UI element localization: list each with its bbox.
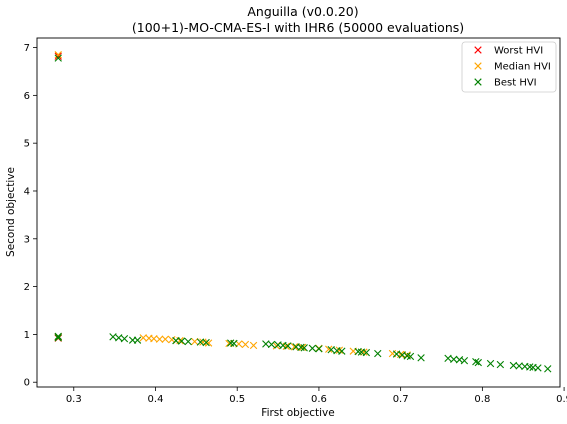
data-point bbox=[444, 354, 452, 363]
data-point bbox=[290, 343, 299, 351]
data-point bbox=[544, 365, 552, 373]
legend-label: Worst HVI bbox=[494, 46, 543, 57]
data-point bbox=[161, 335, 169, 343]
data-point bbox=[298, 343, 307, 352]
data-point bbox=[450, 355, 458, 363]
x-tick-label: 0.7 bbox=[393, 394, 409, 405]
legend-label: Median HVI bbox=[494, 62, 551, 73]
data-point bbox=[327, 346, 335, 354]
data-point bbox=[54, 54, 62, 62]
x-axis: 0.3 0.4 0.5 0.6 0.7 0.8 0.9 bbox=[66, 387, 567, 405]
legend-marker bbox=[474, 78, 482, 86]
legend: Worst HVI Median HVI Best HVI bbox=[461, 41, 557, 93]
data-point bbox=[184, 337, 192, 346]
y-axis: 0 1 2 3 4 5 6 7 bbox=[24, 43, 37, 389]
data-point bbox=[196, 338, 205, 346]
data-point bbox=[267, 340, 276, 349]
data-point bbox=[230, 339, 238, 348]
data-point bbox=[115, 334, 123, 342]
data-point bbox=[360, 348, 368, 356]
data-point bbox=[241, 340, 250, 349]
data-point bbox=[325, 345, 333, 353]
x-tick-label: 0.3 bbox=[66, 394, 82, 405]
y-tick-label: 5 bbox=[24, 139, 30, 150]
data-point bbox=[191, 337, 199, 346]
y-tick-label: 3 bbox=[24, 234, 30, 245]
data-point bbox=[315, 345, 323, 353]
data-point bbox=[474, 358, 482, 367]
data-point bbox=[54, 332, 62, 341]
x-tick-label: 0.9 bbox=[556, 394, 567, 405]
x-tick-label: 0.8 bbox=[474, 394, 490, 405]
data-point bbox=[133, 336, 142, 344]
legend-marker bbox=[474, 62, 482, 70]
data-point bbox=[509, 361, 518, 370]
data-point bbox=[362, 348, 371, 357]
data-point bbox=[338, 347, 346, 355]
chart-subtitle: (100+1)-MO-CMA-ES-I with IHR6 (50000 eva… bbox=[132, 20, 464, 35]
data-point bbox=[54, 51, 62, 59]
x-tick-label: 0.4 bbox=[148, 394, 164, 405]
x-axis-label: First objective bbox=[261, 407, 334, 419]
chart-title: Anguilla (v0.0.20) bbox=[247, 4, 358, 19]
data-point bbox=[515, 362, 523, 370]
data-point bbox=[109, 333, 117, 341]
y-tick-label: 4 bbox=[24, 186, 30, 197]
y-tick-label: 6 bbox=[24, 91, 30, 102]
data-point bbox=[204, 339, 213, 347]
data-point bbox=[177, 337, 186, 345]
legend-label: Best HVI bbox=[494, 78, 537, 89]
plot-area bbox=[54, 51, 552, 373]
series-2 bbox=[54, 54, 552, 373]
data-point bbox=[472, 357, 480, 366]
data-point bbox=[150, 335, 158, 343]
data-point bbox=[392, 350, 401, 358]
data-point bbox=[335, 346, 344, 354]
data-point bbox=[54, 52, 62, 60]
data-point bbox=[496, 360, 505, 369]
series-1 bbox=[54, 51, 411, 359]
data-point bbox=[262, 340, 270, 348]
data-point bbox=[308, 344, 317, 352]
data-point bbox=[120, 335, 129, 343]
x-tick-label: 0.6 bbox=[311, 394, 327, 405]
data-point bbox=[486, 359, 495, 368]
y-tick-label: 7 bbox=[24, 43, 30, 54]
data-point bbox=[374, 349, 382, 358]
data-point bbox=[534, 364, 542, 372]
legend-box bbox=[461, 41, 557, 93]
data-point bbox=[139, 334, 147, 342]
series-0 bbox=[54, 52, 62, 342]
y-axis-label: Second objective bbox=[5, 167, 17, 257]
data-point bbox=[54, 334, 62, 342]
y-tick-label: 1 bbox=[24, 330, 30, 341]
legend-marker bbox=[474, 46, 482, 54]
data-point bbox=[406, 352, 415, 361]
data-point bbox=[417, 354, 425, 362]
data-point bbox=[172, 336, 180, 345]
plot-frame bbox=[36, 37, 561, 388]
data-point bbox=[460, 357, 469, 365]
data-point bbox=[202, 338, 210, 347]
y-tick-label: 2 bbox=[24, 282, 30, 293]
data-point bbox=[284, 342, 292, 350]
data-point bbox=[249, 341, 258, 350]
data-point bbox=[300, 344, 308, 352]
data-point bbox=[155, 335, 164, 343]
y-tick-label: 0 bbox=[24, 378, 30, 389]
x-tick-label: 0.5 bbox=[229, 394, 245, 405]
